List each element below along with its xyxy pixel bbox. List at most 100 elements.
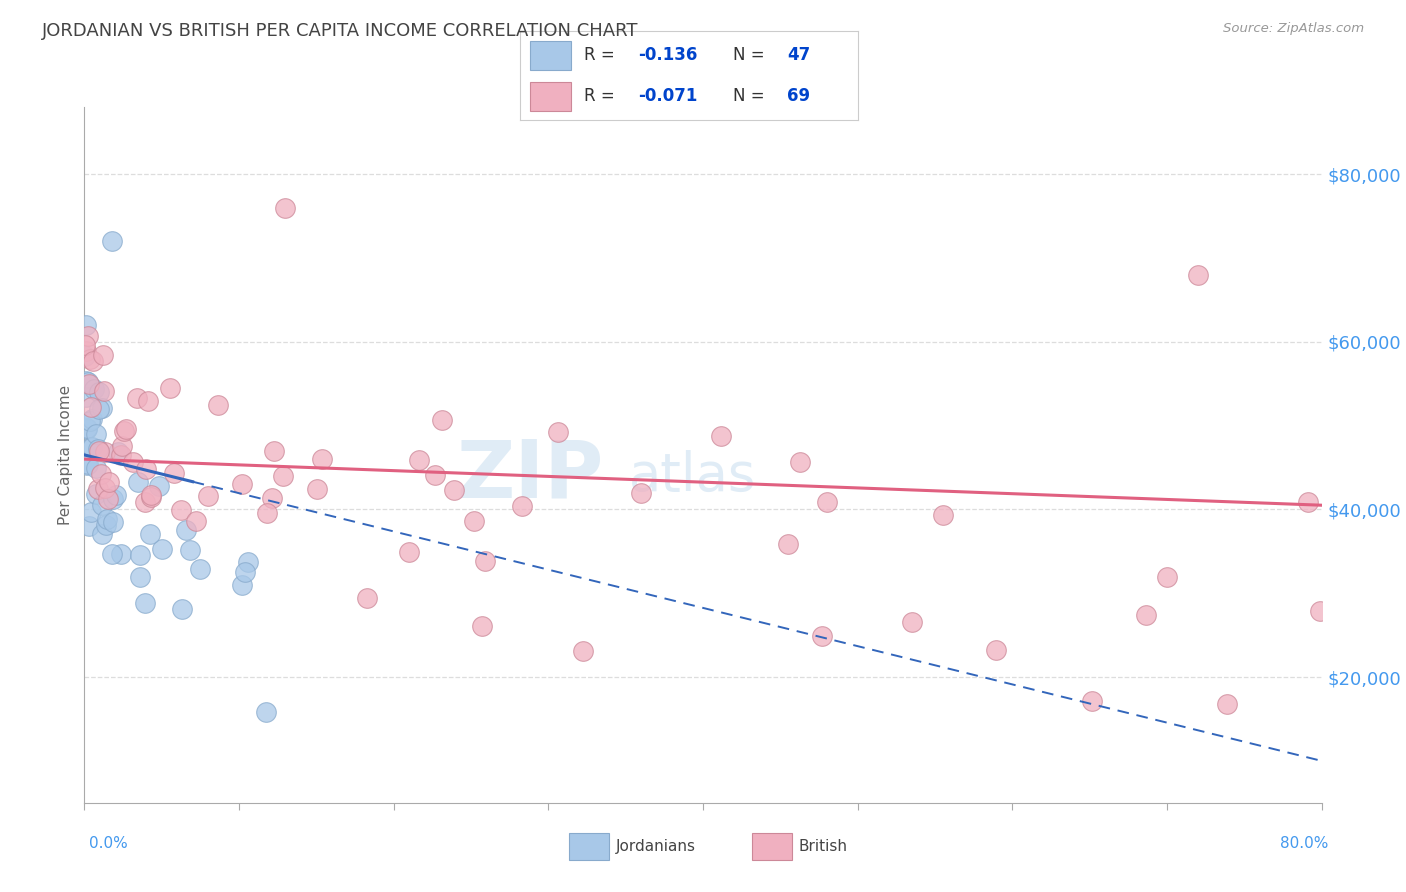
Point [174,523,197,537]
Point [94,481,117,495]
Point [76,375,98,389]
Point [77,457,100,471]
Point [984,642,1007,657]
Text: N =: N = [733,46,769,64]
Point [136,394,159,409]
Point [91,401,114,415]
Point [311,451,333,466]
Point [207,398,229,412]
Point [129,570,152,584]
Point [93,384,115,399]
Point [159,380,181,394]
Point [471,619,494,633]
Text: JORDANIAN VS BRITISH PER CAPITA INCOME CORRELATION CHART: JORDANIAN VS BRITISH PER CAPITA INCOME C… [42,22,638,40]
Point [76,458,98,473]
Point [86,482,108,496]
Point [79,352,101,367]
Point [115,422,138,436]
Point [931,508,953,523]
Point [236,555,259,569]
Point [139,490,162,504]
Point [510,500,533,514]
Point [94,517,117,532]
Point [172,602,194,616]
Point [87,443,110,458]
Point [91,527,114,541]
Point [127,475,149,489]
Point [1156,570,1178,584]
Point [107,445,129,459]
Point [77,329,100,343]
Point [188,562,211,576]
Point [125,391,148,405]
Point [134,596,156,610]
Point [179,543,201,558]
Point [901,615,924,629]
Point [79,505,101,519]
Point [86,427,108,442]
Point [254,705,277,719]
Y-axis label: Per Capita Income: Per Capita Income [58,384,73,525]
Point [305,482,328,496]
Point [138,527,160,541]
Point [1135,608,1157,623]
Point [256,507,278,521]
Point [150,541,173,556]
Point [87,442,110,456]
Text: 0.0%: 0.0% [89,836,128,851]
Bar [530,82,571,111]
Point [815,494,838,508]
Point [103,491,125,506]
Point [110,548,132,562]
Text: R =: R = [585,46,620,64]
Point [1081,694,1104,708]
Point [148,479,170,493]
Point [79,400,101,414]
Text: N =: N = [733,87,769,105]
Point [274,201,297,215]
Point [90,467,112,482]
Point [271,468,294,483]
Text: 80.0%: 80.0% [1281,836,1329,851]
Point [79,440,101,454]
Point [122,454,145,468]
Point [97,491,120,506]
Bar [530,41,571,70]
Point [811,629,834,643]
Point [82,354,104,368]
Point [76,422,98,436]
Point [398,545,420,559]
Point [82,440,104,454]
Point [84,460,107,475]
Point [356,591,378,605]
Point [572,644,595,658]
Text: 47: 47 [787,46,810,64]
Text: ZIP: ZIP [457,437,605,515]
Point [112,424,135,438]
Point [135,462,157,476]
Text: atlas: atlas [628,450,756,502]
Point [233,565,256,579]
Point [76,343,98,358]
Point [93,444,115,458]
Point [1296,495,1319,509]
Point [1187,268,1209,282]
Point [93,348,115,362]
Point [75,338,97,352]
Point [425,467,447,482]
Point [75,390,97,404]
Text: 69: 69 [787,87,810,105]
Text: Jordanians: Jordanians [616,839,696,854]
Point [1309,604,1331,618]
Point [263,443,285,458]
Point [463,514,485,528]
Point [789,455,811,469]
Point [79,414,101,428]
Point [77,519,100,533]
Point [83,382,105,396]
Point [231,477,253,491]
Point [101,234,124,248]
Point [111,439,134,453]
Text: British: British [799,839,848,854]
Point [129,548,152,562]
